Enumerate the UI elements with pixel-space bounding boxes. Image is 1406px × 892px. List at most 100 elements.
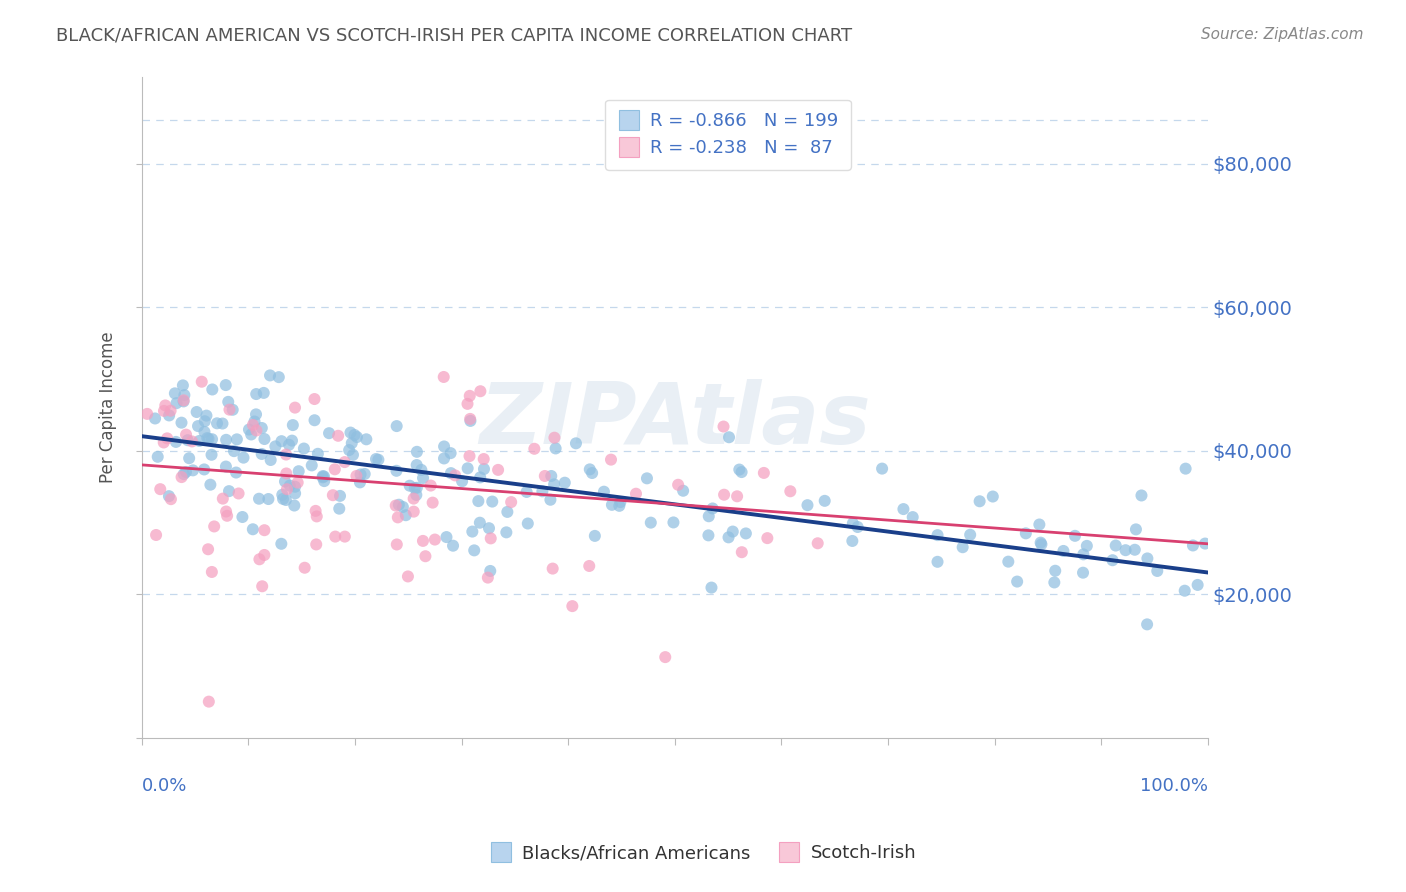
Point bbox=[486, 463, 509, 477]
Point bbox=[307, 447, 329, 461]
Point bbox=[242, 417, 264, 432]
Text: Source: ZipAtlas.com: Source: ZipAtlas.com bbox=[1201, 27, 1364, 42]
Point bbox=[170, 416, 193, 430]
Point bbox=[395, 508, 418, 523]
Point bbox=[385, 537, 408, 551]
Point bbox=[181, 463, 204, 477]
Point bbox=[278, 438, 301, 452]
Point bbox=[339, 425, 361, 440]
Point bbox=[531, 484, 554, 499]
Point bbox=[1146, 564, 1168, 578]
Point bbox=[159, 403, 181, 417]
Point bbox=[1064, 529, 1087, 543]
Point bbox=[981, 490, 1004, 504]
Point bbox=[1125, 522, 1147, 536]
Point bbox=[222, 444, 245, 458]
Point bbox=[392, 500, 415, 514]
Point bbox=[157, 409, 180, 423]
Point bbox=[457, 461, 479, 475]
Point bbox=[463, 543, 485, 558]
Point bbox=[538, 492, 561, 507]
Point bbox=[328, 501, 350, 516]
Point bbox=[460, 414, 482, 428]
Point bbox=[440, 446, 463, 460]
Point bbox=[387, 510, 409, 524]
Point bbox=[718, 430, 741, 444]
Point bbox=[478, 521, 501, 535]
Point bbox=[152, 435, 174, 450]
Point bbox=[276, 467, 298, 481]
Point bbox=[1045, 564, 1067, 578]
Point bbox=[402, 505, 425, 519]
Point bbox=[496, 505, 519, 519]
Point bbox=[264, 439, 287, 453]
Point bbox=[292, 442, 315, 456]
Point bbox=[215, 378, 238, 392]
Point bbox=[146, 450, 169, 464]
Point bbox=[1174, 461, 1197, 475]
Point bbox=[211, 491, 233, 506]
Point bbox=[1076, 539, 1098, 553]
Point bbox=[451, 475, 474, 489]
Point bbox=[311, 470, 333, 484]
Point bbox=[232, 450, 254, 465]
Point bbox=[458, 412, 481, 426]
Point bbox=[193, 462, 215, 476]
Point bbox=[468, 516, 491, 530]
Point bbox=[270, 434, 292, 449]
Point bbox=[1181, 539, 1204, 553]
Point bbox=[333, 455, 356, 469]
Point bbox=[405, 481, 427, 495]
Point bbox=[318, 426, 340, 441]
Point bbox=[215, 433, 238, 447]
Point bbox=[143, 411, 166, 425]
Point bbox=[190, 375, 212, 389]
Point bbox=[249, 552, 271, 566]
Point bbox=[405, 488, 427, 502]
Point bbox=[600, 452, 623, 467]
Point bbox=[842, 516, 865, 531]
Point bbox=[1073, 547, 1095, 561]
Point bbox=[1052, 544, 1074, 558]
Point bbox=[734, 526, 756, 541]
Point bbox=[479, 564, 502, 578]
Point bbox=[312, 469, 335, 483]
Point bbox=[166, 396, 188, 410]
Point bbox=[561, 599, 583, 614]
Point bbox=[197, 542, 219, 557]
Point bbox=[238, 423, 260, 437]
Point bbox=[278, 478, 301, 492]
Point bbox=[1136, 617, 1159, 632]
Point bbox=[304, 504, 326, 518]
Point bbox=[433, 370, 456, 384]
Point bbox=[583, 529, 606, 543]
Point bbox=[402, 491, 425, 506]
Point bbox=[267, 370, 290, 384]
Point bbox=[807, 536, 830, 550]
Point bbox=[456, 397, 478, 411]
Point bbox=[328, 429, 350, 443]
Point bbox=[274, 493, 297, 508]
Point bbox=[312, 469, 335, 483]
Point bbox=[173, 388, 195, 402]
Point bbox=[274, 448, 297, 462]
Point bbox=[495, 525, 517, 540]
Point bbox=[201, 432, 224, 446]
Point bbox=[253, 548, 276, 562]
Point bbox=[136, 407, 159, 421]
Point bbox=[444, 468, 467, 483]
Point bbox=[470, 470, 492, 484]
Point bbox=[149, 482, 172, 496]
Point bbox=[1101, 553, 1123, 567]
Point bbox=[260, 453, 283, 467]
Point bbox=[245, 408, 267, 422]
Legend: Blacks/African Americans, Scotch-Irish: Blacks/African Americans, Scotch-Irish bbox=[482, 838, 924, 870]
Point bbox=[346, 430, 368, 444]
Point bbox=[997, 555, 1019, 569]
Point bbox=[1136, 551, 1159, 566]
Point bbox=[461, 524, 484, 539]
Point bbox=[174, 465, 197, 479]
Point bbox=[160, 492, 183, 507]
Point bbox=[440, 466, 463, 480]
Point bbox=[672, 483, 695, 498]
